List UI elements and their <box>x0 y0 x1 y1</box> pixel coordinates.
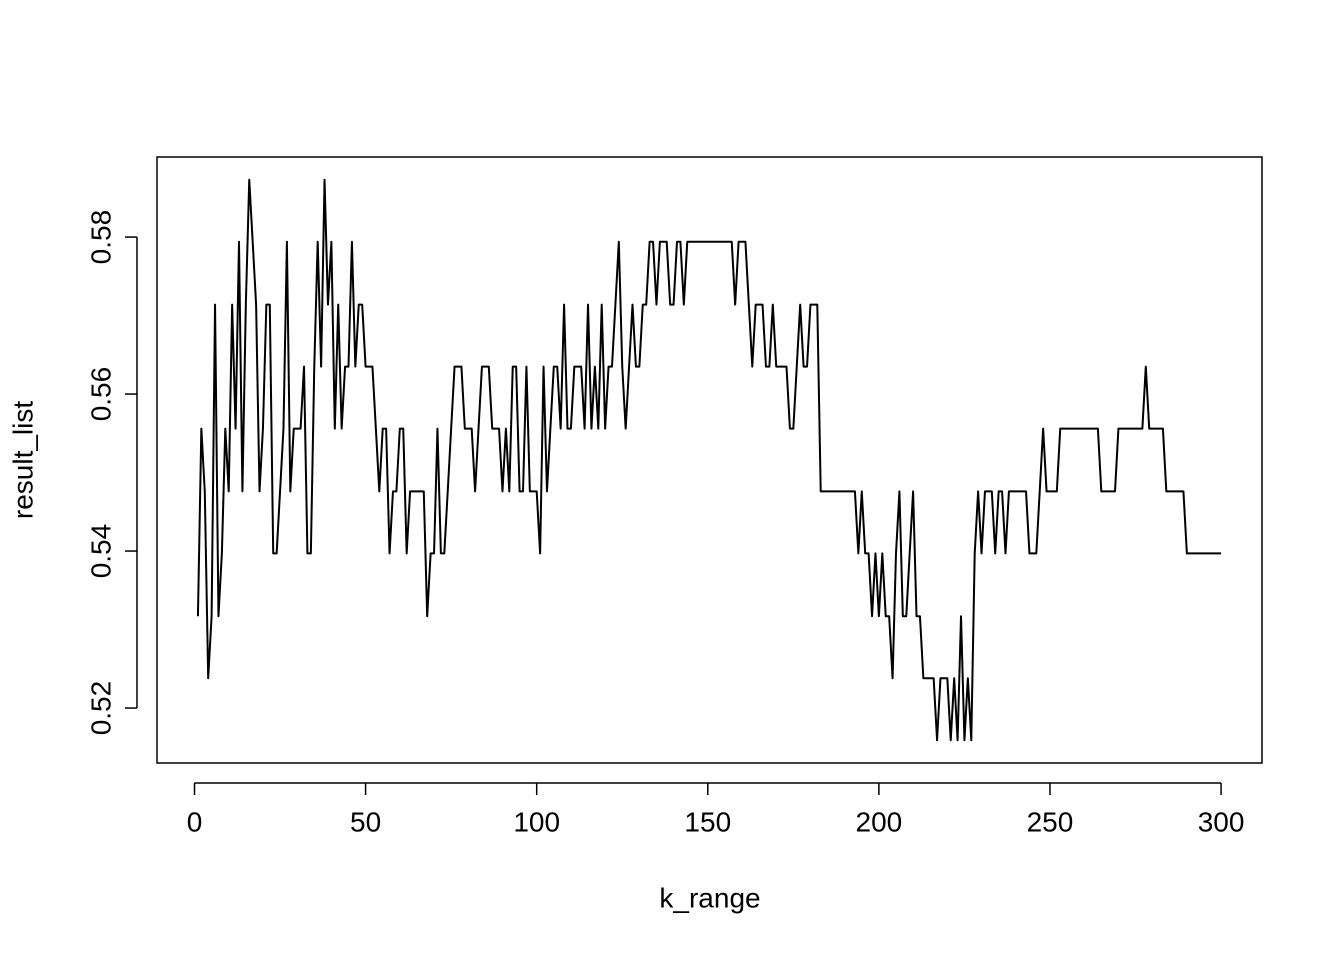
x-tick-label: 150 <box>684 806 731 837</box>
x-tick-label: 100 <box>513 806 560 837</box>
y-tick-label: 0.54 <box>85 524 116 579</box>
y-tick-label: 0.56 <box>85 367 116 422</box>
x-axis-label: k_range <box>659 882 760 913</box>
data-line <box>196 178 1222 742</box>
plot-box <box>156 156 1263 764</box>
y-axis-label: result_list <box>7 401 38 519</box>
x-tick-label: 50 <box>350 806 381 837</box>
y-tick-label: 0.52 <box>85 681 116 736</box>
x-tick-label: 0 <box>187 806 203 837</box>
x-tick-label: 300 <box>1198 806 1245 837</box>
x-tick-label: 200 <box>856 806 903 837</box>
x-tick-label: 250 <box>1027 806 1074 837</box>
y-tick-label: 0.58 <box>85 210 116 265</box>
